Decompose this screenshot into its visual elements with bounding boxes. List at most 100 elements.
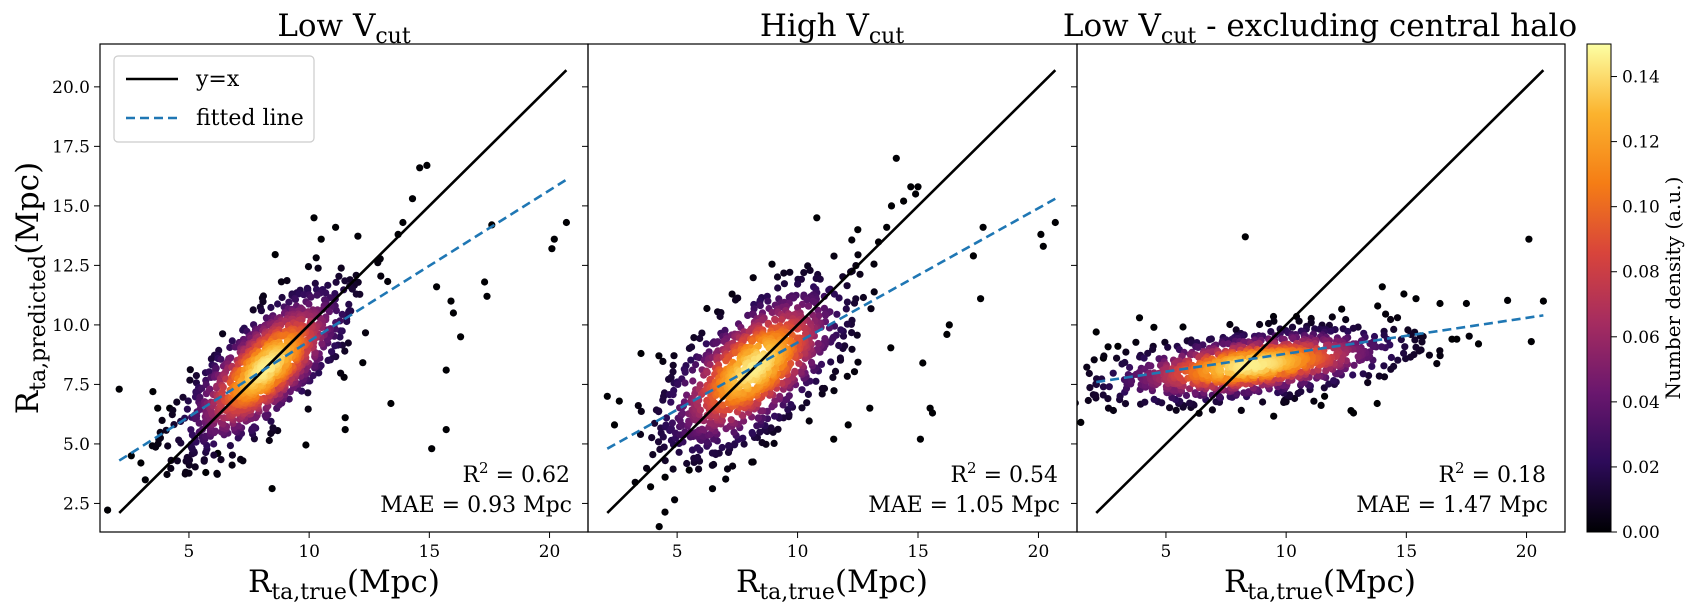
identity-line xyxy=(118,69,568,514)
scatter-point xyxy=(654,438,663,446)
scatter-point xyxy=(648,434,656,442)
scatter-point xyxy=(887,344,895,352)
scatter-point xyxy=(1527,338,1535,346)
scatter-point xyxy=(1057,370,1064,377)
scatter-point xyxy=(843,282,851,290)
x-tick-label: 10 xyxy=(787,542,809,562)
colorbar-tick-label: 0.02 xyxy=(1622,458,1660,478)
colorbar-tick-label: 0.00 xyxy=(1622,523,1660,543)
scatter-point xyxy=(1327,327,1335,335)
scatter-point xyxy=(681,368,689,376)
scatter-point xyxy=(322,289,330,297)
legend: y=x fitted line xyxy=(113,55,315,143)
y-tick-label: 5.0 xyxy=(63,435,90,455)
scatter-point xyxy=(837,326,845,334)
scatter-point xyxy=(562,218,571,227)
scatter-point xyxy=(1270,412,1278,420)
scatter-point xyxy=(104,506,112,514)
scatter-point xyxy=(1035,369,1042,376)
scatter-point xyxy=(748,428,756,437)
scatter-point xyxy=(803,399,811,407)
fitted-line xyxy=(118,178,568,462)
scatter-point xyxy=(328,348,336,356)
scatter-point xyxy=(679,409,687,417)
scatter-point xyxy=(794,280,802,288)
scatter-point xyxy=(304,405,312,413)
scatter-point xyxy=(659,396,667,404)
scatter-point xyxy=(813,214,821,222)
scatter-point xyxy=(416,164,424,172)
scatter-point xyxy=(1031,363,1038,370)
scatter-point xyxy=(637,349,645,358)
scatter-point xyxy=(843,298,852,306)
scatter-point xyxy=(164,442,172,450)
scatter-point xyxy=(853,331,861,339)
scatter-point xyxy=(907,183,915,191)
scatter-point xyxy=(250,423,258,431)
x-tick-label: 5 xyxy=(184,542,195,562)
scatter-point xyxy=(833,310,841,318)
scatter-point xyxy=(854,226,862,234)
scatter-point xyxy=(688,366,697,374)
scatter-point xyxy=(1059,382,1066,389)
r2-annotation: R2 = 0.18 xyxy=(1438,459,1546,488)
scatter-point xyxy=(1233,390,1241,398)
scatter-point xyxy=(1412,295,1420,303)
scatter-point xyxy=(655,352,663,360)
scatter-point xyxy=(691,390,699,398)
scatter-point xyxy=(1370,332,1379,341)
y-axis-label: Rta,predicted(Mpc) xyxy=(10,162,51,414)
scatter-point xyxy=(669,368,677,376)
scatter-point xyxy=(267,417,275,425)
scatter-point xyxy=(807,358,816,366)
scatter-point xyxy=(661,473,669,481)
scatter-point xyxy=(1091,391,1099,399)
scatter-point xyxy=(217,355,225,363)
scatter-point xyxy=(1182,391,1191,400)
scatter-point xyxy=(158,416,166,424)
scatter-point xyxy=(1400,349,1408,357)
scatter-point xyxy=(338,310,346,318)
scatter-point xyxy=(226,442,234,450)
scatter-point xyxy=(1176,374,1184,382)
scatter-point xyxy=(850,299,859,307)
x-axis-ticks: 5 10 15 20 xyxy=(672,532,1050,562)
scatter-point xyxy=(821,335,829,343)
scatter-point xyxy=(843,320,852,328)
scatter-point xyxy=(669,465,677,473)
scatter-points xyxy=(104,161,571,514)
scatter-point xyxy=(817,360,826,368)
scatter-point xyxy=(332,307,340,315)
scatter-point xyxy=(703,368,711,376)
scatter-point xyxy=(1382,310,1390,318)
scatter-point xyxy=(812,377,820,385)
scatter-point xyxy=(1217,366,1225,374)
scatter-point xyxy=(1126,363,1134,372)
scatter-point xyxy=(271,251,279,259)
scatter-point xyxy=(756,302,764,310)
scatter-point xyxy=(850,368,859,376)
scatter-point xyxy=(182,468,190,476)
scatter-point xyxy=(1194,343,1202,351)
scatter-point xyxy=(820,304,829,312)
scatter-point xyxy=(267,303,275,312)
scatter-point xyxy=(279,332,287,340)
scatter-point xyxy=(192,372,200,380)
panel-title: Low Vcut - excluding central halo xyxy=(1063,8,1577,49)
scatter-point xyxy=(1350,361,1358,369)
panel-title: Low Vcut xyxy=(277,8,411,49)
scatter-point xyxy=(643,464,651,472)
scatter-point xyxy=(548,245,556,253)
scatter-point xyxy=(1077,418,1085,426)
x-tick-label: 20 xyxy=(1028,542,1050,562)
scatter-point xyxy=(249,306,257,314)
scatter-point xyxy=(1051,218,1059,227)
scatter-point xyxy=(745,327,753,336)
scatter-point xyxy=(774,284,782,292)
scatter-point xyxy=(115,385,123,393)
scatter-point xyxy=(1321,392,1329,400)
scatter-point xyxy=(1018,383,1025,390)
scatter-point xyxy=(1208,406,1216,414)
scatter-point xyxy=(483,292,491,300)
scatter-point xyxy=(916,435,925,443)
